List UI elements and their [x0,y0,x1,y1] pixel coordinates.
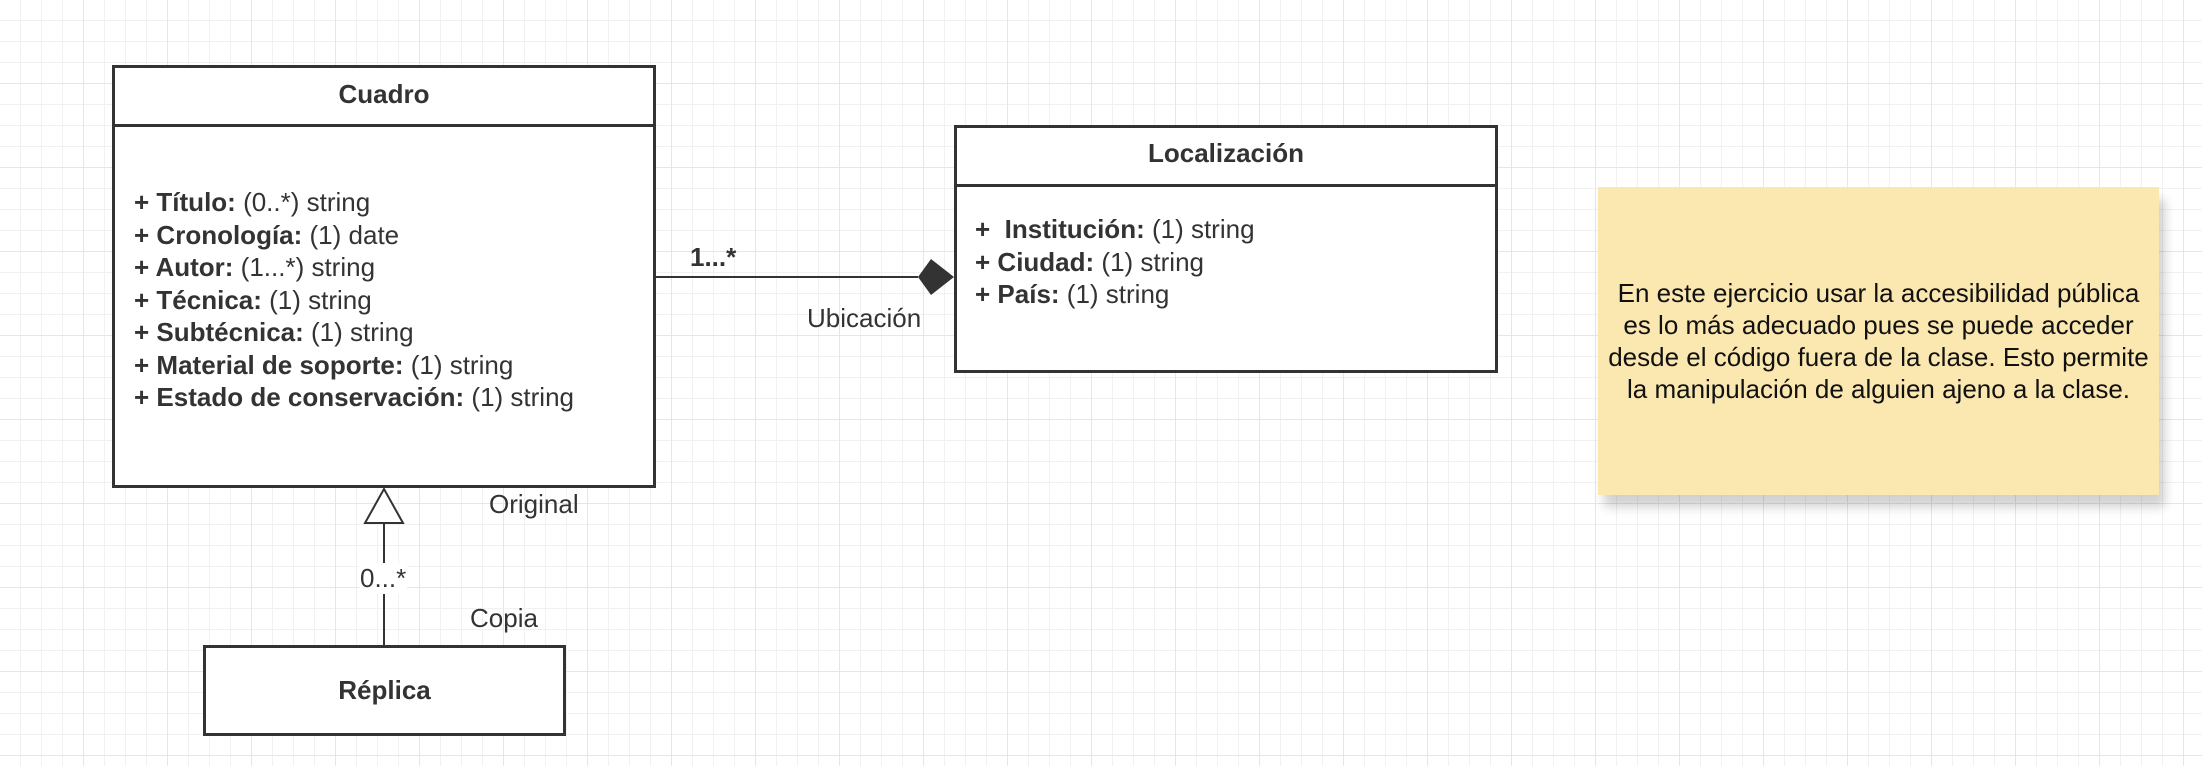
attribute-type: (1) string [403,349,514,380]
sticky-note-text: En este ejercicio usar la accesibilidad … [1608,278,2149,404]
class-cuadro-attributes: + Título: (0..*) string + Cronología: (1)… [115,63,653,414]
class-localizacion[interactable]: Localización + Institución: (1) string + … [954,125,1498,373]
attribute-name: Cronología: [156,219,303,250]
attribute-type: (1) string [1094,246,1204,277]
attribute-name: Autor: [155,252,234,282]
visibility-marker: + [134,349,157,380]
class-cuadro-title: Cuadro [115,68,653,127]
attribute-row: + Título: (0..*) string [134,186,653,219]
attribute-row: + Estado de conservación: (1) string [134,381,653,414]
attribute-type: (1) string [1059,279,1170,309]
composition-diamond[interactable] [918,259,954,295]
generalization-multiplicity: 0...* [359,563,408,594]
attribute-row: + Institución: (1) string [975,213,1495,246]
attribute-type: (1) string [464,382,574,412]
visibility-marker: + [975,214,1005,244]
attribute-row: + Ciudad: (1) string [975,246,1495,279]
visibility-marker: + [134,284,157,315]
generalization-arrowhead[interactable] [363,486,405,524]
visibility-marker: + [134,252,156,282]
attribute-row: + Material de soporte: (1) string [134,349,653,382]
attribute-name: Ciudad: [997,246,1095,277]
attribute-row: + Técnica: (1) string [134,284,653,317]
generalization-copia-label: Copia [470,603,538,633]
attribute-name: Título: [156,187,236,217]
attribute-type: (1...*) string [233,252,376,282]
attribute-type: (0..*) string [235,187,371,217]
attribute-type: (1) string [303,317,414,347]
attribute-row: + País: (1) string [975,278,1495,311]
attribute-name: Estado de conservación: [156,382,465,412]
attribute-name: País: [997,279,1060,309]
visibility-marker: + [134,219,157,250]
attribute-name: Material de soporte: [156,349,404,380]
attribute-type: (1) string [261,284,372,315]
visibility-marker: + [975,246,998,277]
attribute-row: + Autor: (1...*) string [134,251,653,284]
class-cuadro[interactable]: Cuadro + Título: (0..*) string + Cronolog… [112,65,656,488]
class-replica[interactable]: Réplica [203,645,566,736]
sticky-note[interactable]: En este ejercicio usar la accesibilidad … [1598,187,2159,495]
class-localizacion-attributes: + Institución: (1) string + Ciudad: (1) s… [957,173,1495,311]
attribute-type: (1) string [1144,214,1255,244]
attribute-row: + Cronología: (1) date [134,219,653,252]
class-replica-title: Réplica [338,675,431,705]
visibility-marker: + [134,317,157,347]
attribute-name: Técnica: [156,284,262,315]
generalization-original-label: Original [489,489,579,519]
attribute-name: Institución: [1004,214,1145,244]
attribute-name: Subtécnica: [156,317,304,347]
attribute-row: + Subtécnica: (1) string [134,316,653,349]
attribute-type: (1) date [302,219,400,250]
class-localizacion-title: Localización [957,128,1495,187]
visibility-marker: + [134,382,157,412]
composition-role-label: Ubicación [807,303,922,333]
composition-multiplicity: 1...* [690,242,737,272]
visibility-marker: + [975,279,998,309]
visibility-marker: + [134,187,157,217]
